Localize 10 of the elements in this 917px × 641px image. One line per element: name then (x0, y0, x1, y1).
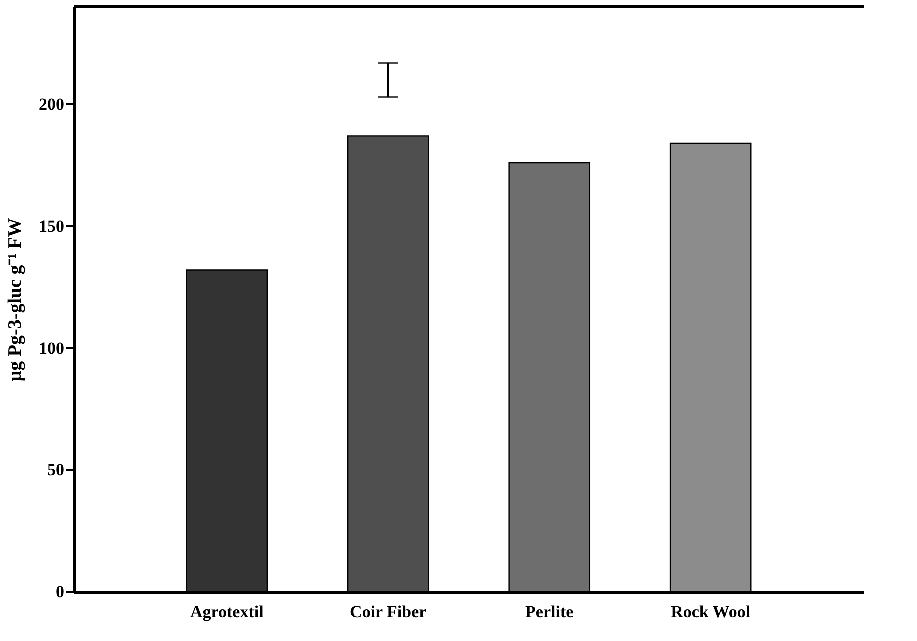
y-tick-label: 50 (48, 460, 64, 480)
y-tick-label: 0 (56, 582, 64, 602)
x-tick-label: Rock Wool (671, 602, 751, 622)
x-tick-label: Agrotextil (190, 602, 264, 622)
x-tick-label: Coir Fiber (350, 602, 428, 622)
y-tick-label: 150 (39, 216, 64, 236)
y-tick-label: 200 (39, 95, 64, 114)
y-tick-label: 100 (39, 338, 64, 358)
y-axis-title: µg Pg-3-gluc g⁻¹ FW (5, 218, 26, 382)
x-tick-label: Perlite (526, 602, 574, 622)
